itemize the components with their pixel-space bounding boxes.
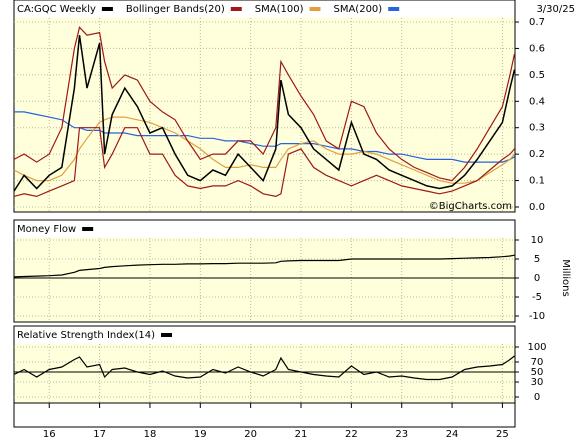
panel-header — [14, 0, 515, 18]
y-tick-label: 70 — [531, 357, 544, 368]
legend-label: SMA(100) — [255, 4, 304, 15]
legend-swatch — [309, 7, 321, 11]
y-tick-label: 10 — [531, 235, 544, 246]
y-tick-label: 0.6 — [529, 43, 545, 54]
legend-label: Bollinger Bands(20) — [126, 4, 225, 15]
y-tick-label: 100 — [527, 342, 546, 353]
series-line — [13, 26, 516, 182]
watermark: ©BigCharts.com — [429, 201, 512, 212]
x-tick-label: 25 — [496, 429, 509, 440]
x-tick-label: 20 — [244, 429, 257, 440]
y-tick-label: 30 — [531, 377, 544, 388]
y-tick-label: 0.5 — [529, 70, 545, 81]
y-tick-label: 0.0 — [529, 202, 545, 213]
legend-swatch — [101, 7, 113, 11]
date: 3/30/25 — [536, 4, 575, 15]
legend-label: Money Flow — [17, 224, 76, 235]
y-tick-label: -10 — [529, 311, 545, 322]
legend-swatch — [82, 227, 94, 231]
y-tick-label: 0 — [534, 392, 540, 403]
y-tick-label: 5 — [534, 254, 540, 265]
x-tick-label: 24 — [446, 429, 459, 440]
x-tick-label: 18 — [144, 429, 157, 440]
y-tick-label: 0.7 — [529, 17, 545, 28]
legend-swatch — [161, 333, 172, 337]
y-tick-label: -5 — [532, 292, 542, 303]
series-line — [14, 111, 515, 163]
legend-label: Relative Strength Index(14) — [17, 330, 155, 341]
panel-header — [14, 220, 515, 238]
panel-header — [14, 326, 515, 344]
y-tick-label: 0.2 — [529, 149, 545, 160]
y-tick-label: 0 — [534, 273, 540, 284]
x-tick-label: 19 — [194, 429, 207, 440]
x-tick-label: 17 — [93, 429, 106, 440]
x-tick-label: 23 — [395, 429, 408, 440]
band-line — [13, 127, 515, 198]
x-tick-label: 22 — [345, 429, 358, 440]
x-axis-frame — [13, 402, 516, 428]
y-tick-label: 0.3 — [529, 123, 545, 134]
y-tick-label: 0.4 — [529, 96, 545, 107]
y-tick-label: 50 — [531, 367, 544, 378]
series-line — [13, 254, 515, 278]
x-tick-label: 16 — [43, 429, 56, 440]
price-line — [13, 35, 516, 192]
legend-label: SMA(200) — [333, 4, 382, 15]
y-tick-label: 0.1 — [529, 176, 545, 187]
legend-label: CA:GQC Weekly — [17, 4, 96, 15]
series-line — [13, 355, 515, 381]
legend-swatch — [388, 7, 400, 11]
y-axis-label: Millions — [560, 259, 571, 296]
x-tick-label: 21 — [295, 429, 308, 440]
legend-swatch — [230, 7, 242, 11]
series-line — [13, 116, 515, 184]
